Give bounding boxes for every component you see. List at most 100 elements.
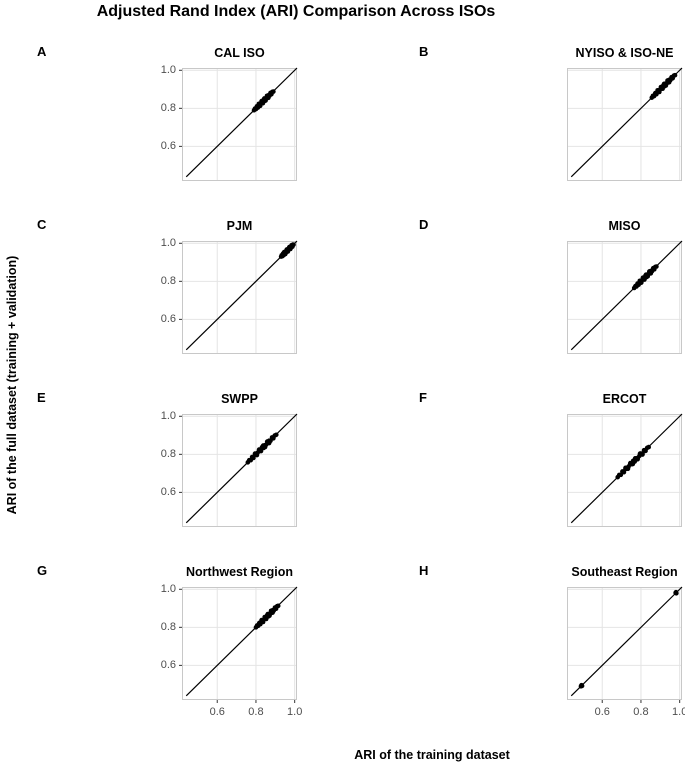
data-point	[618, 472, 624, 478]
data-point	[254, 452, 260, 458]
data-point	[258, 448, 264, 454]
panel-title-G: Northwest Region	[186, 565, 293, 579]
data-point	[639, 280, 644, 285]
plot-B	[567, 67, 683, 181]
data-point	[271, 89, 276, 94]
scatter-points	[631, 264, 659, 291]
panel-title-B: NYISO & ISO-NE	[575, 46, 674, 60]
scatter-points	[245, 432, 279, 465]
y-tick-label: 0.8	[160, 448, 176, 461]
data-point	[630, 461, 636, 467]
y-tick-label: 1.0	[160, 583, 176, 596]
data-point	[640, 452, 645, 457]
data-point	[672, 72, 678, 78]
data-point	[262, 444, 268, 450]
gridlines	[182, 68, 297, 181]
y-tick-label: 1.0	[160, 410, 176, 423]
data-point	[263, 616, 269, 622]
y-tick-label: 0.6	[160, 659, 176, 672]
axis-ticks	[179, 415, 182, 493]
gridlines	[567, 68, 682, 181]
panel-label-E: E	[37, 390, 46, 405]
panel-title-E: SWPP	[221, 392, 258, 406]
panel-border	[567, 587, 682, 700]
y-tick-label: 0.6	[160, 486, 176, 499]
data-point	[291, 242, 296, 248]
panel-label-F: F	[419, 390, 427, 405]
y-tick-label: 0.6	[160, 313, 176, 326]
x-tick-label: 1.0	[287, 706, 303, 718]
identity-line	[570, 586, 683, 697]
panel-title-D: MISO	[608, 219, 641, 233]
y-tick-label: 0.6	[160, 140, 176, 153]
figure-title: Adjusted Rand Index (ARI) Comparison Acr…	[96, 3, 496, 20]
panel-title-H: Southeast Region	[571, 565, 678, 579]
data-point	[273, 432, 279, 438]
data-point	[275, 603, 281, 609]
gridlines	[182, 414, 297, 527]
data-point	[266, 95, 271, 101]
data-point	[645, 274, 651, 279]
x-tick-label: 0.8	[248, 706, 264, 718]
axis-ticks	[179, 242, 182, 320]
panel-label-D: D	[419, 217, 429, 232]
data-point	[663, 83, 669, 88]
scatter-points	[615, 444, 651, 480]
data-point	[648, 271, 654, 276]
panel-label-H: H	[419, 563, 429, 578]
data-point	[579, 683, 585, 689]
x-tick-label: 1.0	[672, 706, 685, 718]
x-tick-label: 0.8	[633, 706, 649, 718]
identity-line	[570, 240, 683, 351]
gridlines	[182, 241, 297, 354]
data-point	[267, 613, 272, 619]
data-point	[260, 619, 266, 625]
data-point	[270, 610, 275, 615]
data-point	[625, 466, 631, 472]
panel-border	[567, 241, 682, 354]
y-tick-label: 0.8	[160, 621, 176, 634]
plot-C	[179, 240, 298, 354]
panel-title-C: PJM	[226, 219, 253, 233]
panel-border	[182, 241, 297, 354]
scatter-points	[251, 89, 276, 113]
data-point	[654, 264, 659, 269]
x-tick-label: 0.6	[594, 706, 610, 718]
plot-G	[179, 586, 298, 703]
panel-label-C: C	[37, 217, 47, 232]
gridlines	[567, 587, 682, 700]
plot-D	[567, 240, 683, 354]
gridlines	[567, 241, 682, 354]
x-axis-label: ARI of the training dataset	[354, 748, 510, 762]
panel-label-B: B	[419, 44, 429, 59]
data-point	[266, 440, 272, 446]
y-tick-label: 0.8	[160, 275, 176, 288]
data-point	[646, 444, 651, 450]
data-point	[660, 86, 665, 92]
gridlines	[567, 414, 682, 527]
plot-A	[179, 67, 298, 181]
axis-ticks	[179, 69, 182, 147]
y-axis-label: ARI of the full dataset (training + vali…	[5, 255, 19, 515]
data-point	[288, 246, 293, 252]
plot-E	[179, 413, 298, 527]
scatter-points	[253, 603, 281, 630]
scatter-points	[578, 589, 679, 689]
gridlines	[182, 587, 297, 700]
plot-H	[567, 586, 683, 703]
data-point	[666, 79, 672, 85]
panel-label-A: A	[37, 44, 47, 59]
scatter-points	[278, 242, 296, 259]
identity-line	[185, 240, 298, 351]
y-tick-label: 1.0	[160, 64, 176, 77]
y-tick-label: 1.0	[160, 237, 176, 250]
panel-border	[182, 68, 297, 181]
x-tick-label: 0.6	[209, 706, 225, 718]
panel-border	[182, 587, 297, 700]
data-point	[657, 89, 662, 95]
panel-border	[182, 414, 297, 527]
axis-ticks	[601, 700, 681, 703]
identity-line	[185, 413, 298, 524]
panel-border	[567, 414, 682, 527]
